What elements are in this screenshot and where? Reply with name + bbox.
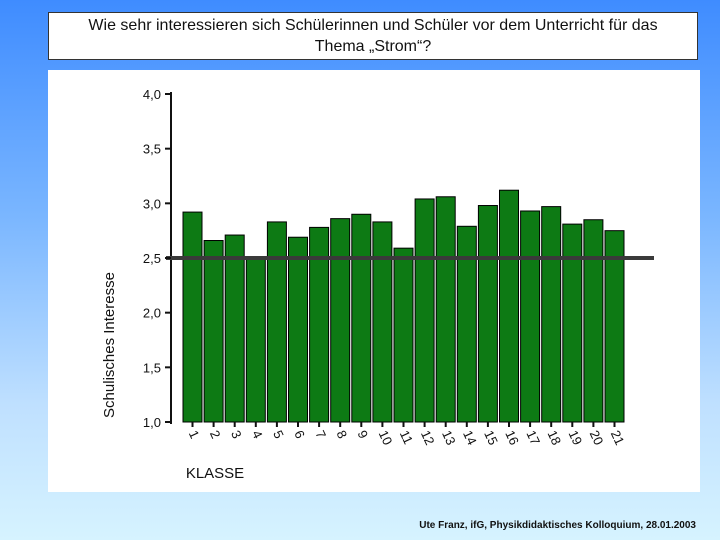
x-tick-label: 9 bbox=[355, 428, 372, 441]
x-tick-label: 15 bbox=[481, 428, 501, 447]
y-tick-label: 2,0 bbox=[143, 306, 161, 321]
bar-klasse-4 bbox=[245, 256, 266, 423]
bar-klasse-20 bbox=[583, 219, 604, 423]
slide-title-line-1: Wie sehr interessieren sich Schülerinnen… bbox=[88, 17, 658, 34]
x-tick-label: 18 bbox=[544, 428, 564, 447]
bar-klasse-13 bbox=[435, 196, 456, 423]
bar-klasse-11 bbox=[393, 247, 414, 423]
bar-klasse-9 bbox=[351, 213, 372, 423]
x-tick-label: 4 bbox=[249, 428, 266, 441]
bar-klasse-17 bbox=[520, 210, 541, 423]
x-tick-label: 6 bbox=[291, 428, 308, 441]
x-tick-label: 2 bbox=[207, 428, 224, 441]
x-tick-label: 16 bbox=[502, 428, 522, 447]
x-tick-label: 12 bbox=[418, 428, 438, 447]
y-tick-label: 1,5 bbox=[143, 360, 161, 375]
y-tick-label: 3,0 bbox=[143, 196, 161, 211]
bar-klasse-5 bbox=[266, 221, 287, 423]
x-tick-label: 21 bbox=[608, 428, 628, 447]
x-tick-label: 8 bbox=[333, 428, 350, 441]
x-tick-label: 3 bbox=[228, 428, 245, 441]
x-tick-label: 11 bbox=[397, 428, 416, 447]
slide-title-line-2: Thema „Strom“? bbox=[314, 38, 432, 55]
bar-klasse-16 bbox=[499, 189, 519, 423]
bar-klasse-2 bbox=[203, 240, 224, 423]
y-axis-label: Schulisches Interesse bbox=[101, 272, 118, 418]
x-tick-label: 7 bbox=[312, 428, 329, 441]
y-tick-label: 4,0 bbox=[143, 87, 161, 102]
bar-klasse-10 bbox=[372, 221, 393, 423]
x-tick-label: 14 bbox=[460, 428, 480, 447]
bar-klasse-3 bbox=[224, 234, 245, 423]
x-tick-label: 19 bbox=[566, 428, 586, 447]
y-tick-label: 1,0 bbox=[143, 415, 161, 430]
bar-klasse-18 bbox=[541, 206, 562, 423]
x-tick-label: 17 bbox=[523, 428, 543, 447]
bar-klasse-19 bbox=[562, 223, 583, 423]
slide-title: Wie sehr interessieren sich Schülerinnen… bbox=[48, 12, 698, 60]
bar-klasse-6 bbox=[288, 236, 308, 423]
x-tick-label: 1 bbox=[186, 428, 203, 441]
x-tick-label: 5 bbox=[270, 428, 287, 441]
x-tick-label: 20 bbox=[587, 428, 607, 447]
bar-klasse-14 bbox=[456, 225, 477, 423]
y-tick-label: 3,5 bbox=[143, 142, 161, 157]
x-tick-label: 13 bbox=[439, 428, 459, 447]
x-tick-label: 10 bbox=[376, 428, 396, 447]
y-tick-label: 2,5 bbox=[143, 251, 161, 266]
bar-klasse-12 bbox=[414, 198, 435, 423]
bar-klasse-8 bbox=[330, 218, 351, 423]
x-axis-label: KLASSE bbox=[186, 465, 244, 482]
bar-klasse-15 bbox=[477, 205, 498, 423]
bar-klasse-1 bbox=[182, 211, 203, 423]
footer-credit: Ute Franz, ifG, Physikdidaktisches Kollo… bbox=[419, 520, 696, 531]
